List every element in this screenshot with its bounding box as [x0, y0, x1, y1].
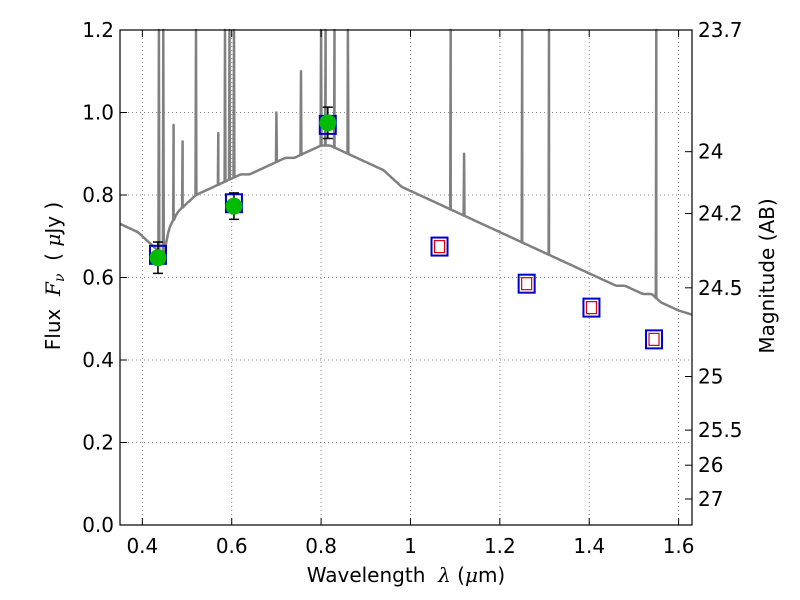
x-axis-label: Wavelength λ (μm) — [307, 563, 506, 587]
model-spectrum-layer — [119, 28, 693, 316]
observed-point — [319, 114, 337, 132]
x-axis-ticks: 0.4 0.6 0.8 1 1.2 1.4 1.6 — [126, 30, 695, 558]
model-point-marker — [585, 301, 598, 315]
y2-tick-label: 27 — [698, 487, 723, 511]
y2-tick-label: 24 — [698, 140, 723, 164]
y-tick-label: 1.0 — [82, 101, 114, 125]
observed-point — [225, 197, 243, 215]
y2-tick-label: 24.2 — [698, 202, 743, 226]
y-axis-ticks: 0.0 0.2 0.4 0.6 0.8 1.0 1.2 — [82, 18, 127, 537]
y2-tick-label: 25.5 — [698, 418, 743, 442]
x-tick-label: 0.6 — [216, 534, 248, 558]
y-tick-label: 0.2 — [82, 431, 114, 455]
x-tick-label: 1 — [404, 534, 417, 558]
y2-axis-ticks: 23.7 24 24.2 24.5 25 25.5 26 27 — [685, 18, 743, 511]
observed-points-layer — [149, 106, 337, 275]
observed-point — [149, 249, 167, 267]
y-tick-label: 0.8 — [82, 183, 114, 207]
y2-tick-label: 25 — [698, 365, 723, 389]
y-axis-label: Flux Fν ( μJy ) — [41, 202, 68, 350]
model-box-marker — [430, 236, 449, 257]
y-tick-label: 0.6 — [82, 266, 114, 290]
y2-tick-label: 23.7 — [698, 18, 743, 42]
plot-frame — [119, 29, 693, 526]
x-tick-label: 1.2 — [484, 534, 516, 558]
grid — [120, 29, 692, 526]
x-tick-label: 1.6 — [663, 534, 695, 558]
y-tick-label: 0.4 — [82, 348, 114, 372]
model-point-marker — [433, 239, 446, 254]
model-point-marker — [521, 277, 533, 291]
x-tick-label: 0.4 — [126, 534, 158, 558]
model-points-layer — [148, 114, 664, 350]
x-tick-label: 1.4 — [573, 534, 605, 558]
y2-tick-label: 26 — [698, 453, 723, 477]
y-tick-label: 1.2 — [82, 18, 114, 42]
y2-axis-label: Magnitude (AB) — [755, 198, 779, 353]
model-spectrum-line — [119, 28, 693, 316]
model-box-marker — [517, 273, 536, 294]
y-tick-label: 0.0 — [82, 513, 114, 537]
x-tick-label: 0.8 — [305, 534, 337, 558]
model-box-marker — [645, 329, 664, 350]
model-point-marker — [648, 332, 660, 346]
model-box-marker — [582, 297, 601, 318]
y2-tick-label: 24.5 — [698, 276, 743, 300]
